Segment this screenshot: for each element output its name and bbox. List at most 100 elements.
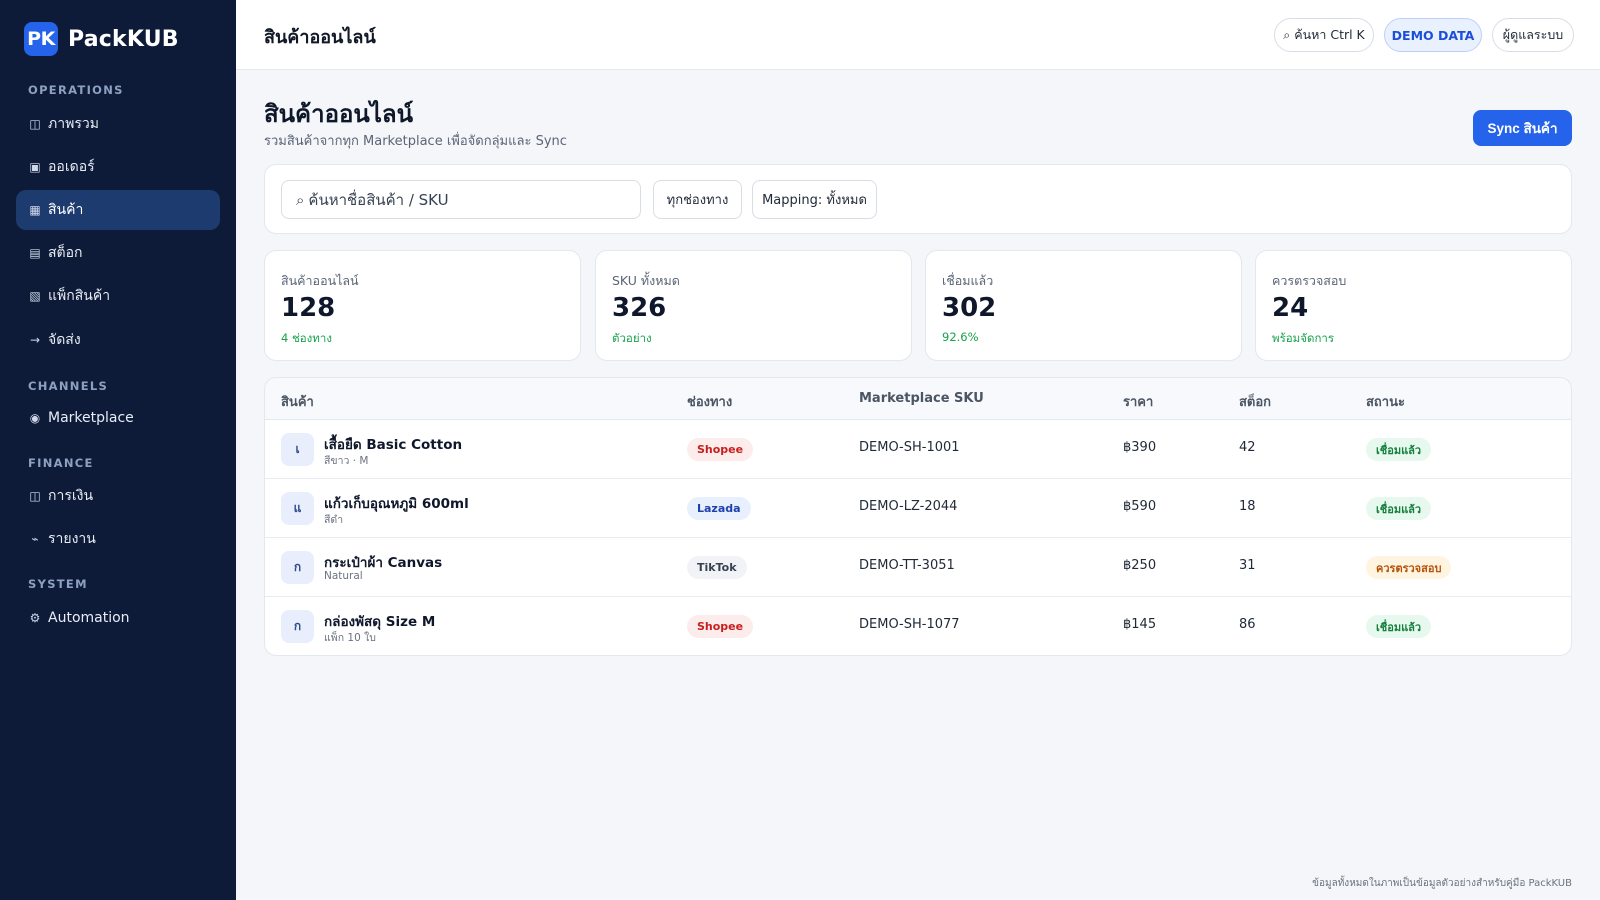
arrow-right-icon: →	[29, 333, 41, 347]
stat-note: 4 ช่องทาง	[281, 331, 332, 345]
topbar: สินค้าออนไลน์ ⌕ ค้นหา Ctrl K DEMO DATA ผ…	[236, 0, 1600, 70]
stat-value: 326	[612, 293, 667, 323]
nav-section-system: SYSTEM	[28, 577, 88, 591]
chart-icon: ⌁	[31, 532, 39, 546]
stock-value: 18	[1239, 499, 1256, 514]
sidebar-item-label: รายงาน	[48, 531, 96, 547]
stock-value: 31	[1239, 558, 1256, 573]
sidebar-item-overview[interactable]: ◫ ภาพรวม	[16, 104, 220, 144]
product-grid-icon: ▦	[29, 203, 41, 217]
footer-note: ข้อมูลทั้งหมดในภาพเป็นข้อมูลตัวอย่างสำหร…	[1312, 878, 1572, 889]
price-value: ฿590	[1123, 499, 1157, 514]
column-header-sku[interactable]: Marketplace SKU	[859, 391, 984, 406]
product-name[interactable]: เสื้อยืด Basic Cotton	[324, 437, 463, 453]
sidebar-item-products[interactable]: ▦ สินค้า	[16, 190, 220, 230]
sync-products-button[interactable]: Sync สินค้า	[1473, 110, 1572, 146]
stat-value: 128	[281, 293, 336, 323]
list-icon: ▤	[29, 246, 41, 260]
column-header-price[interactable]: ราคา	[1123, 395, 1154, 410]
sidebar-item-shipping[interactable]: → จัดส่ง	[16, 320, 220, 360]
stock-value: 42	[1239, 440, 1256, 455]
product-name[interactable]: กล่องพัสดุ Size M	[324, 614, 436, 630]
sidebar: PK PackKUB OPERATIONS ◫ ภาพรวม ▣ ออเดอร์…	[0, 0, 236, 900]
sidebar-item-stock[interactable]: ▤ สต็อก	[16, 233, 220, 273]
stat-label: SKU ทั้งหมด	[612, 273, 680, 288]
mapping-filter-select[interactable]: Mapping: ทั้งหมด	[752, 180, 877, 219]
table-row[interactable]: ก กล่องพัสดุ Size M แพ็ก 10 ใบ Shopee DEMO-S…	[265, 597, 1571, 655]
page-title: สินค้าออนไลน์	[264, 100, 414, 128]
status-badge: เชื่อมแล้ว	[1366, 438, 1432, 461]
global-search-button[interactable]: ⌕ ค้นหา Ctrl K	[1274, 18, 1374, 52]
search-placeholder: ค้นหาชื่อสินค้า / SKU	[308, 190, 449, 209]
sidebar-item-automation[interactable]: ⚙ Automation	[16, 598, 220, 638]
filter-bar: ⌕ ค้นหาชื่อสินค้า / SKU ทุกช่องทาง Mappi…	[264, 164, 1572, 234]
table-row[interactable]: แ แก้วเก็บอุณหภูมิ 600ml สีดำ Lazada DEMO-LZ…	[265, 479, 1571, 538]
app-logo[interactable]: PK PackKUB	[24, 22, 179, 56]
product-variant: Natural	[324, 570, 363, 582]
sidebar-item-label: Marketplace	[48, 410, 134, 426]
nav-section-finance: FINANCE	[28, 456, 94, 470]
channel-badge: Shopee	[687, 615, 754, 638]
sidebar-item-label: แพ็กสินค้า	[48, 288, 111, 304]
nav-section-channels: CHANNELS	[28, 379, 109, 393]
stat-label: ควรตรวจสอบ	[1272, 273, 1347, 288]
channel-badge: Shopee	[687, 438, 754, 461]
channel-filter-select[interactable]: ทุกช่องทาง	[653, 180, 742, 219]
grid-icon: ◫	[29, 117, 41, 131]
product-avatar: ก	[281, 610, 314, 643]
column-header-product[interactable]: สินค้า	[281, 395, 314, 410]
product-name[interactable]: แก้วเก็บอุณหภูมิ 600ml	[324, 496, 469, 512]
channel-badge: Lazada	[687, 497, 751, 520]
channel-badge: TikTok	[687, 556, 747, 579]
status-badge: เชื่อมแล้ว	[1366, 615, 1432, 638]
package-icon: ▧	[29, 289, 41, 303]
search-icon: ⌕	[296, 190, 305, 209]
column-header-stock[interactable]: สต็อก	[1239, 395, 1272, 410]
sidebar-item-label: สินค้า	[48, 202, 84, 218]
gear-icon: ⚙	[29, 611, 41, 625]
sidebar-item-label: ภาพรวม	[48, 116, 99, 132]
stat-note: 92.6%	[942, 330, 979, 344]
stat-note: พร้อมจัดการ	[1272, 331, 1335, 345]
page-subtitle: รวมสินค้าจากทุก Marketplace เพื่อจัดกลุ่…	[264, 134, 567, 149]
stat-card-total-sku: SKU ทั้งหมด 326 ตัวอย่าง	[595, 250, 912, 361]
marketplace-sku: DEMO-LZ-2044	[859, 499, 958, 514]
table-row[interactable]: ก กระเป๋าผ้า Canvas Natural TikTok DEMO-TT-3…	[265, 538, 1571, 597]
product-avatar: แ	[281, 492, 314, 525]
sidebar-item-label: ออเดอร์	[48, 159, 95, 175]
sidebar-item-marketplace[interactable]: ◉ Marketplace	[16, 398, 220, 438]
stat-value: 302	[942, 293, 997, 323]
sidebar-item-finance[interactable]: ◫ การเงิน	[16, 476, 220, 516]
marketplace-sku: DEMO-TT-3051	[859, 558, 955, 573]
product-variant: แพ็ก 10 ใบ	[324, 632, 376, 644]
table-header: สินค้า ช่องทาง Marketplace SKU ราคา สต็อ…	[265, 378, 1571, 420]
target-icon: ◉	[29, 411, 41, 425]
stat-card-online-products: สินค้าออนไลน์ 128 4 ช่องทาง	[264, 250, 581, 361]
demo-data-badge[interactable]: DEMO DATA	[1384, 18, 1482, 52]
stat-note: ตัวอย่าง	[612, 331, 652, 345]
price-value: ฿250	[1123, 558, 1157, 573]
column-header-channel[interactable]: ช่องทาง	[687, 395, 733, 410]
status-badge: ควรตรวจสอบ	[1366, 556, 1452, 579]
sidebar-item-label: การเงิน	[48, 488, 94, 504]
sidebar-item-packing[interactable]: ▧ แพ็กสินค้า	[16, 276, 220, 316]
logo-mark: PK	[24, 22, 58, 56]
column-header-status[interactable]: สถานะ	[1366, 395, 1405, 410]
sidebar-item-orders[interactable]: ▣ ออเดอร์	[16, 147, 220, 187]
stat-card-needs-review: ควรตรวจสอบ 24 พร้อมจัดการ	[1255, 250, 1572, 361]
product-avatar: เ	[281, 433, 314, 466]
marketplace-sku: DEMO-SH-1001	[859, 440, 960, 455]
products-table: สินค้า ช่องทาง Marketplace SKU ราคา สต็อ…	[264, 377, 1572, 656]
product-variant: สีขาว · M	[324, 455, 369, 467]
product-search-input[interactable]: ⌕ ค้นหาชื่อสินค้า / SKU	[281, 180, 641, 219]
stat-value: 24	[1272, 293, 1309, 323]
price-value: ฿390	[1123, 440, 1157, 455]
stat-card-connected: เชื่อมแล้ว 302 92.6%	[925, 250, 1242, 361]
table-row[interactable]: เ เสื้อยืด Basic Cotton สีขาว · M Shopee DEM…	[265, 420, 1571, 479]
sidebar-item-reports[interactable]: ⌁ รายงาน	[16, 519, 220, 559]
stock-value: 86	[1239, 617, 1256, 632]
stat-label: เชื่อมแล้ว	[942, 273, 994, 288]
sidebar-item-label: จัดส่ง	[48, 332, 81, 348]
product-name[interactable]: กระเป๋าผ้า Canvas	[324, 555, 443, 571]
user-menu-button[interactable]: ผู้ดูแลระบบ	[1492, 18, 1574, 52]
